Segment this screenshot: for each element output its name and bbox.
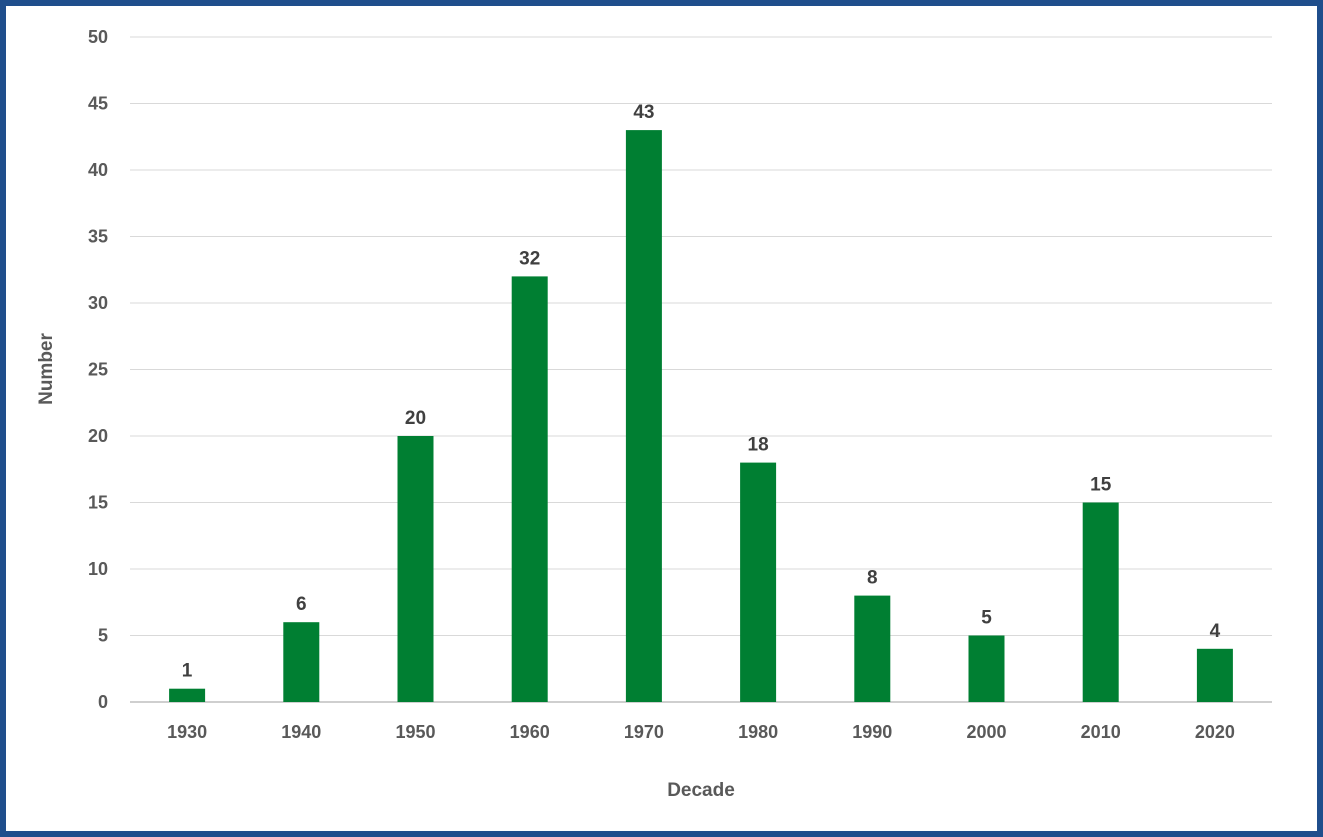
bar-2010 xyxy=(1082,502,1119,702)
data-label: 15 xyxy=(1090,475,1112,496)
x-axis-title: Decade xyxy=(667,780,735,801)
y-axis-title: Number xyxy=(36,333,57,405)
x-tick-label: 1940 xyxy=(281,722,321,742)
data-label: 20 xyxy=(405,408,426,429)
x-tick-label: 2010 xyxy=(1081,722,1121,742)
data-label: 4 xyxy=(1210,621,1221,642)
data-label: 8 xyxy=(867,568,878,589)
y-tick-label: 45 xyxy=(88,94,108,114)
gridlines xyxy=(130,36,1272,703)
x-tick-label: 2020 xyxy=(1195,722,1235,742)
y-tick-label: 40 xyxy=(88,160,108,180)
data-labels: 1 6 20 32 43 18 8 5 15 4 xyxy=(182,102,1221,682)
bars xyxy=(169,130,1233,703)
y-tick-label: 5 xyxy=(98,626,108,646)
x-tick-label: 1960 xyxy=(510,722,550,742)
y-tick-labels: 0 5 10 15 20 25 30 35 40 45 50 xyxy=(88,27,108,712)
data-label: 18 xyxy=(748,435,769,456)
y-tick-label: 50 xyxy=(88,27,108,47)
x-tick-label: 1980 xyxy=(738,722,778,742)
y-tick-label: 0 xyxy=(98,692,108,712)
bar-1930 xyxy=(169,688,206,702)
data-label: 1 xyxy=(182,661,193,682)
x-tick-label: 1990 xyxy=(852,722,892,742)
y-tick-label: 30 xyxy=(88,293,108,313)
bar-2000 xyxy=(968,635,1005,702)
data-label: 43 xyxy=(633,102,654,123)
data-label: 6 xyxy=(296,594,307,615)
x-tick-label: 1930 xyxy=(167,722,207,742)
y-tick-label: 10 xyxy=(88,559,108,579)
y-tick-label: 25 xyxy=(88,360,108,380)
bar-1960 xyxy=(511,276,548,702)
y-tick-label: 35 xyxy=(88,227,108,247)
x-tick-labels: 1930 1940 1950 1960 1970 1980 1990 2000 2010 2020 xyxy=(167,722,1235,742)
x-tick-label: 2000 xyxy=(966,722,1006,742)
x-tick-label: 1970 xyxy=(624,722,664,742)
y-tick-label: 15 xyxy=(88,493,108,513)
bar-2020 xyxy=(1196,648,1233,702)
bar-1980 xyxy=(740,462,777,702)
bar-1940 xyxy=(283,622,320,702)
y-tick-label: 20 xyxy=(88,426,108,446)
x-tick-label: 1950 xyxy=(395,722,435,742)
bar-1990 xyxy=(854,595,891,702)
bar-1970 xyxy=(625,130,662,703)
data-label: 5 xyxy=(981,608,992,629)
data-label: 32 xyxy=(519,248,540,269)
bar-1950 xyxy=(397,436,434,702)
